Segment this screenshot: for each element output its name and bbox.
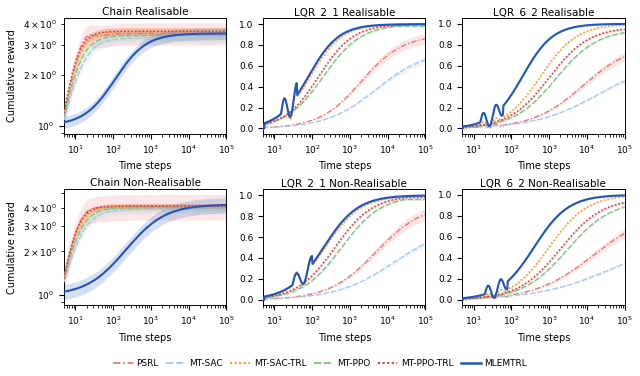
X-axis label: Time steps: Time steps <box>317 161 371 171</box>
X-axis label: Time steps: Time steps <box>516 333 570 343</box>
Title: LQR_2_1 Realisable: LQR_2_1 Realisable <box>294 7 395 18</box>
X-axis label: Time steps: Time steps <box>118 333 172 343</box>
X-axis label: Time steps: Time steps <box>317 333 371 343</box>
Title: Chain Realisable: Chain Realisable <box>102 7 188 17</box>
Title: LQR_6_2 Non-Realisable: LQR_6_2 Non-Realisable <box>481 178 606 189</box>
Y-axis label: Cumulative reward: Cumulative reward <box>7 29 17 122</box>
Title: Chain Non-Realisable: Chain Non-Realisable <box>90 179 200 188</box>
Legend: PSRL, MT-SAC, MT-SAC-TRL, MT-PPO, MT-PPO-TRL, MLEMTRL: PSRL, MT-SAC, MT-SAC-TRL, MT-PPO, MT-PPO… <box>109 355 531 371</box>
Title: LQR_2_1 Non-Realisable: LQR_2_1 Non-Realisable <box>282 178 407 189</box>
Y-axis label: Cumulative reward: Cumulative reward <box>7 201 17 294</box>
Title: LQR_6_2 Realisable: LQR_6_2 Realisable <box>493 7 594 18</box>
X-axis label: Time steps: Time steps <box>516 161 570 171</box>
X-axis label: Time steps: Time steps <box>118 161 172 171</box>
